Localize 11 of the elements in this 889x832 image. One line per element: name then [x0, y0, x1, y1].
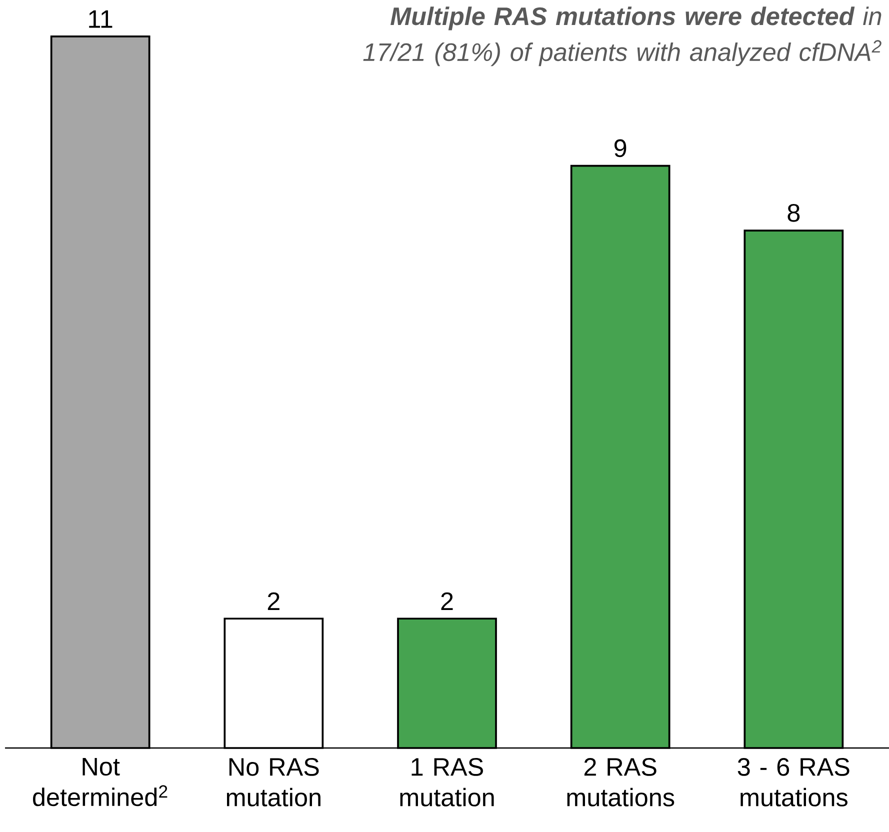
x-tick-label: 3 - 6 RAS mutations — [738, 758, 850, 806]
x-tick-label: No RAS mutation — [226, 758, 320, 806]
annotation: Multiple RAS mutations were detected in 17/21 (81%) of patients with analyzed cfDNA$^{2}$ — [363, 6, 882, 66]
x-tick-label: Not determined$^{2}$ — [33, 758, 168, 806]
data-label: 9 — [614, 139, 626, 158]
data-label: 2 — [441, 592, 453, 610]
data-label: 2 — [268, 592, 280, 610]
x-tick-label: 2 RAS mutations — [567, 758, 674, 806]
x-tick-label: 1 RAS mutation — [400, 758, 494, 806]
data-label: 8 — [788, 204, 800, 222]
data-label: 11 — [89, 10, 112, 28]
